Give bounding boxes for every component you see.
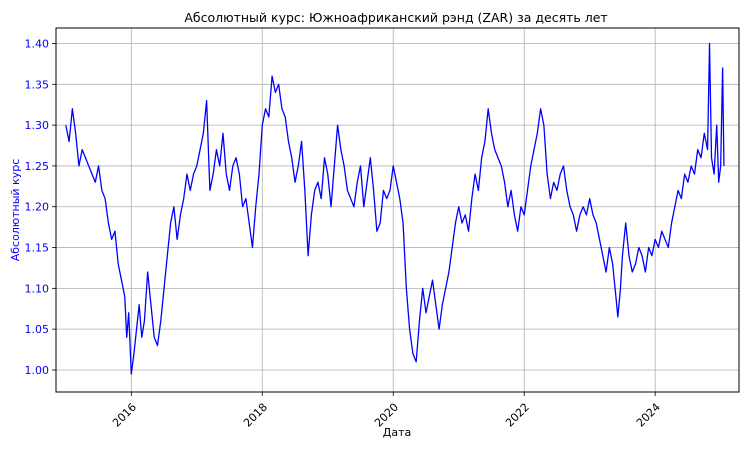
y-tick-label: 1.25 <box>25 160 50 173</box>
y-axis-title: Абсолютный курс <box>9 159 22 262</box>
series-line-zar <box>65 42 725 375</box>
x-tick-label: 2024 <box>634 401 663 430</box>
y-axis: 1.00 1.05 1.10 1.15 1.20 1.25 1.30 1.35 1.40 <box>25 38 56 377</box>
x-tick-label: 2018 <box>241 401 270 430</box>
y-tick-label: 1.10 <box>25 282 50 295</box>
y-tick-label: 1.20 <box>25 201 50 214</box>
y-tick-label: 1.15 <box>25 242 50 255</box>
chart-title: Абсолютный курс: Южноафриканский рэнд (Z… <box>184 10 607 25</box>
plot-frame <box>55 27 740 393</box>
y-tick-label: 1.30 <box>25 119 50 132</box>
x-tick-label: 2016 <box>110 401 139 430</box>
y-tick-label: 1.40 <box>25 38 50 51</box>
y-tick-label: 1.00 <box>25 364 50 377</box>
x-axis-title: Дата <box>383 426 411 439</box>
grid-lines <box>56 28 739 392</box>
series-layer <box>65 42 725 375</box>
y-tick-label: 1.35 <box>25 78 50 91</box>
y-tick-label: 1.05 <box>25 323 50 336</box>
x-axis: 2016 2018 2020 2022 2024 <box>110 392 663 430</box>
x-tick-label: 2022 <box>503 401 532 430</box>
